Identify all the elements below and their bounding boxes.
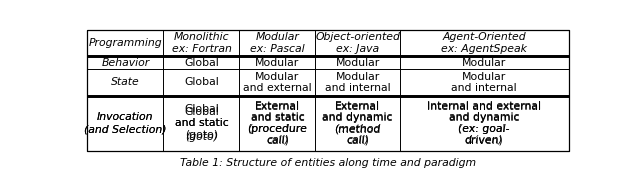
Text: Table 1: Structure of entities along time and paradigm: Table 1: Structure of entities along tim… <box>180 158 476 168</box>
Text: External
and dynamic
(method
call): External and dynamic (method call) <box>323 101 393 146</box>
Text: driven): driven) <box>465 135 504 145</box>
Text: Global: Global <box>184 104 219 114</box>
Text: Internal and external
and dynamic
(ex: goal-
driven): Internal and external and dynamic (ex: g… <box>427 101 541 146</box>
Text: and static: and static <box>175 118 228 128</box>
Text: Agent-Oriented
ex: AgentSpeak: Agent-Oriented ex: AgentSpeak <box>441 32 527 53</box>
Text: Modular: Modular <box>255 57 300 68</box>
Text: External: External <box>255 102 300 112</box>
Text: Modular
and internal: Modular and internal <box>324 72 390 93</box>
Text: Invocation
(and Selection): Invocation (and Selection) <box>84 112 166 134</box>
Text: Global
and static
(goto): Global and static (goto) <box>175 107 228 140</box>
Text: State: State <box>111 77 140 87</box>
Text: Monolithic
ex: Fortran: Monolithic ex: Fortran <box>172 32 232 53</box>
Text: External
and static
(procedure
call): External and static (procedure call) <box>248 101 307 146</box>
Text: Modular
ex: Pascal: Modular ex: Pascal <box>250 32 305 53</box>
Text: Behavior: Behavior <box>101 57 150 68</box>
Text: Internal and external: Internal and external <box>427 102 541 112</box>
Text: Modular: Modular <box>462 57 506 68</box>
Text: (method: (method <box>335 124 381 134</box>
Text: Modular
and internal: Modular and internal <box>451 72 517 93</box>
Text: and dynamic: and dynamic <box>449 113 520 123</box>
Text: Programming: Programming <box>88 38 163 48</box>
Text: External: External <box>335 102 380 112</box>
Text: (procedure: (procedure <box>248 124 307 134</box>
Text: Object-oriented
ex: Java: Object-oriented ex: Java <box>315 32 400 53</box>
Text: Invocation
(and Selection): Invocation (and Selection) <box>84 112 166 134</box>
Text: (goto): (goto) <box>185 132 218 142</box>
Text: call): call) <box>346 135 369 145</box>
Text: and static: and static <box>251 113 305 123</box>
Text: Modular: Modular <box>335 57 380 68</box>
Text: (ex: goal-: (ex: goal- <box>458 124 510 134</box>
Text: call): call) <box>266 135 289 145</box>
Text: and dynamic: and dynamic <box>323 113 393 123</box>
Text: Global: Global <box>184 77 219 87</box>
Text: Global: Global <box>184 57 219 68</box>
Text: Modular
and external: Modular and external <box>243 72 312 93</box>
